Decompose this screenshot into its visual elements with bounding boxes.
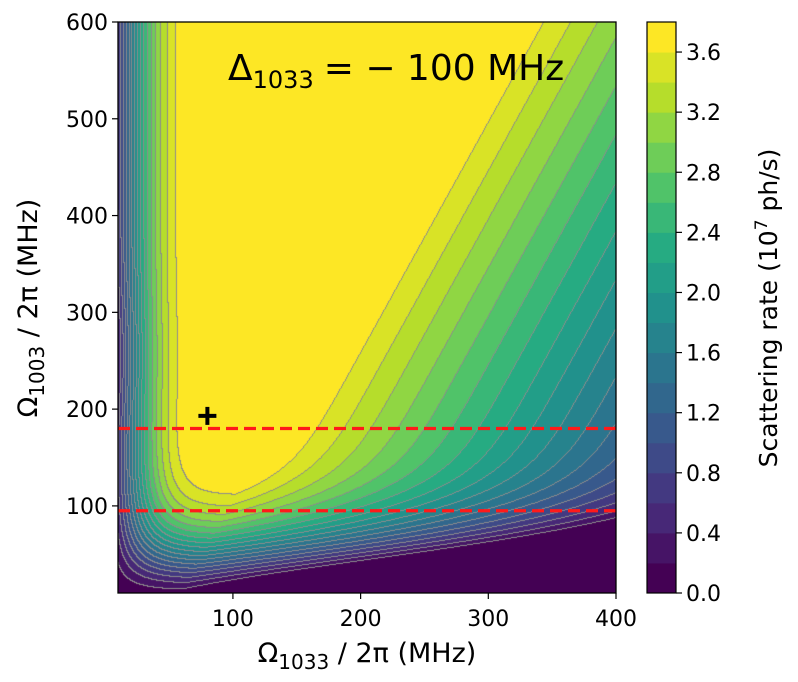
x-axis-title-sub: 1033 bbox=[278, 650, 329, 674]
colorbar-band-4 bbox=[647, 442, 676, 474]
x-tick-label-200: 200 bbox=[340, 607, 382, 632]
y-axis-title: Ω1003 / 2π (MHz) bbox=[13, 199, 49, 418]
plot-frame bbox=[117, 21, 617, 594]
y-tick-label-300: 300 bbox=[66, 301, 108, 326]
colorbar-band-2 bbox=[647, 502, 676, 534]
colorbar-tick-label-1: 0.4 bbox=[686, 522, 721, 547]
y-tick-label-400: 400 bbox=[66, 205, 108, 230]
colorbar-tick-label-3: 1.2 bbox=[686, 402, 721, 427]
colorbar-band-5 bbox=[647, 412, 676, 444]
colorbar-band-12 bbox=[647, 202, 676, 233]
colorbar-tick-label-5: 2.0 bbox=[686, 281, 721, 306]
colorbar-band-6 bbox=[647, 382, 676, 414]
y-axis-title-rest: / 2π (MHz) bbox=[13, 199, 44, 346]
colorbar-title-end: ph/s) bbox=[754, 149, 783, 220]
colorbar-band-13 bbox=[647, 172, 676, 203]
colorbar-band-16 bbox=[647, 82, 676, 113]
x-axis-title-main: Ω bbox=[258, 638, 279, 669]
colorbar-band-8 bbox=[647, 322, 676, 354]
colorbar-title-main: Scattering rate (10 bbox=[754, 230, 783, 467]
y-tick-label-100: 100 bbox=[66, 495, 108, 520]
colorbar-band-1 bbox=[647, 532, 676, 564]
colorbar-band-0 bbox=[647, 562, 676, 594]
colorbar-band-3 bbox=[647, 472, 676, 504]
colorbar-tick-label-9: 3.6 bbox=[686, 41, 721, 66]
y-axis-ticks: 100 200 300 400 500 600 bbox=[66, 11, 118, 520]
annotation-delta: Δ bbox=[228, 48, 253, 89]
reference-lines bbox=[118, 426, 616, 513]
colorbar-band-11 bbox=[647, 232, 676, 263]
colorbar-band-14 bbox=[647, 142, 676, 173]
x-axis-title: Ω1033 / 2π (MHz) bbox=[258, 638, 477, 674]
contour-fill-image bbox=[118, 22, 616, 593]
colorbar-tick-label-4: 1.6 bbox=[686, 342, 721, 367]
y-tick-label-200: 200 bbox=[66, 398, 108, 423]
colorbar-band-15 bbox=[647, 112, 676, 143]
colorbar-title-sup: 7 bbox=[752, 219, 772, 230]
colorbar-title: Scattering rate (107 ph/s) bbox=[752, 149, 783, 468]
x-tick-label-100: 100 bbox=[212, 607, 254, 632]
x-tick-label-300: 300 bbox=[467, 607, 509, 632]
x-tick-label-400: 400 bbox=[595, 607, 637, 632]
y-tick-label-500: 500 bbox=[66, 108, 108, 133]
colorbar-band-9 bbox=[647, 292, 676, 324]
colorbar: 0.0 0.4 0.8 1.2 1.6 2.0 2.4 2.8 3.2 3.6 Scatterin… bbox=[646, 21, 783, 607]
x-axis-title-rest: / 2π (MHz) bbox=[329, 638, 476, 669]
annotation-text: = − 100 MHz bbox=[324, 48, 564, 89]
colorbar-tick-label-2: 0.8 bbox=[686, 462, 721, 487]
colorbar-tick-label-7: 2.8 bbox=[686, 161, 721, 186]
detuning-annotation: Δ1033 = − 100 MHz bbox=[228, 48, 564, 94]
colorbar-frame bbox=[646, 21, 677, 594]
colorbar-band-7 bbox=[647, 352, 676, 384]
annotation-subscript: 1033 bbox=[253, 66, 314, 94]
y-tick-label-600: 600 bbox=[66, 11, 108, 36]
optimum-marker bbox=[198, 406, 217, 425]
colorbar-ticks: 0.0 0.4 0.8 1.2 1.6 2.0 2.4 2.8 3.2 3.6 bbox=[676, 41, 721, 607]
y-axis-title-sub: 1003 bbox=[25, 346, 49, 397]
colorbar-tick-label-0: 0.0 bbox=[686, 582, 721, 607]
x-axis-ticks: 100 200 300 400 bbox=[212, 593, 637, 632]
colorbar-bands bbox=[647, 22, 676, 594]
colorbar-band-10 bbox=[647, 262, 676, 293]
y-axis-title-main: Ω bbox=[13, 397, 44, 418]
colorbar-tick-label-6: 2.4 bbox=[686, 221, 721, 246]
plot-area bbox=[117, 21, 617, 594]
colorbar-tick-label-8: 3.2 bbox=[686, 101, 721, 126]
colorbar-band-18 bbox=[647, 22, 676, 53]
colorbar-band-17 bbox=[647, 52, 676, 83]
